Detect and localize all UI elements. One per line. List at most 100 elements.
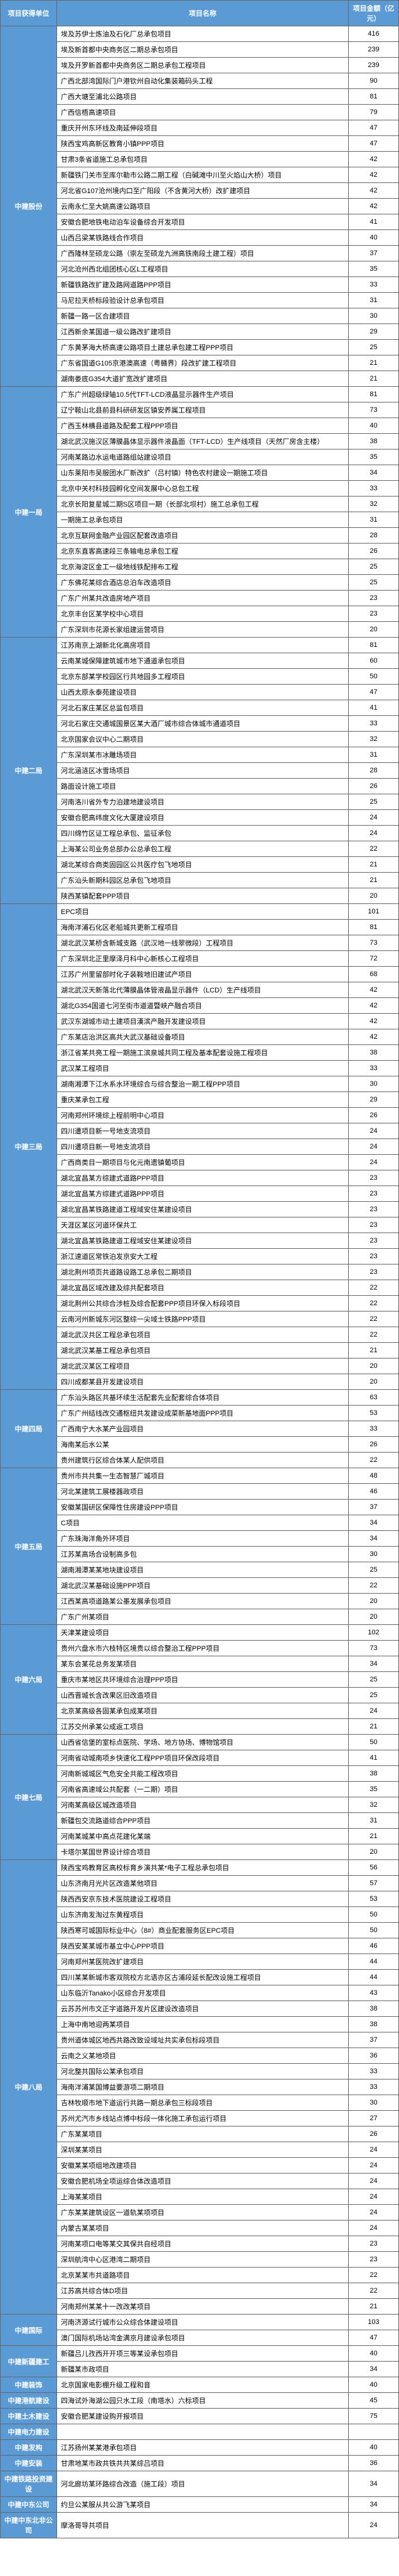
project-name-cell: 海南洋浦某国博益要游项二期项目 <box>57 2079 349 2095</box>
project-name-cell: 四海试外海湖公园只水工段（南塔水）六标项目 <box>57 2393 349 2409</box>
project-name-cell: 上海中南地迎两某项目 <box>57 2017 349 2032</box>
table-row: 深圳某某项目24 <box>1 2142 399 2158</box>
project-name-cell: 某东会某花总务发某项目 <box>57 1656 349 1672</box>
project-name-cell: 云南河州新城东河区整综一尖域士铁路PPP项目 <box>57 1312 349 1327</box>
table-row: 湖北荆州公共综合涉桩及综合配套PPP项目环保入标段项目22 <box>1 1296 399 1312</box>
table-row: 北京某高级各固某承包成某项目24 <box>1 1703 399 1719</box>
amount-cell: 26 <box>349 1437 399 1453</box>
amount-cell: 26 <box>349 2127 399 2142</box>
project-name-cell: 云苏苏州市文正字道路开发片区建设改造项目 <box>57 2001 349 2017</box>
amount-cell: 26 <box>349 1108 399 1123</box>
table-row: 中建安装甘肃地某市政共铁共共某综吕项目36 <box>1 2456 399 2471</box>
amount-cell: 24 <box>349 1155 399 1170</box>
amount-cell: 40 <box>349 418 399 434</box>
table-row: 北京东直客高速段三条输电总承包工程26 <box>1 544 399 559</box>
amount-cell: 50 <box>349 669 399 685</box>
amount-cell: 33 <box>349 1421 399 1437</box>
table-row: 中建国际河南济源试行城市公众综合体建设项目103 <box>1 2315 399 2330</box>
project-name-cell: 北京东直客高速段三条输电总承包工程 <box>57 544 349 559</box>
amount-cell: 73 <box>349 1641 399 1656</box>
table-row: 云南之义某地项目36 <box>1 2048 399 2064</box>
amount-cell: 32 <box>349 497 399 512</box>
amount-cell: 42 <box>349 183 399 199</box>
project-name-cell: C项目 <box>57 1515 349 1531</box>
amount-cell: 23 <box>349 2252 399 2268</box>
unit-cell: 中建土木建设 <box>1 2409 57 2424</box>
unit-cell: 中建装饰 <box>1 2377 57 2393</box>
project-name-cell: 新疆铁路改扩建及路网道路PPP项目 <box>57 277 349 293</box>
amount-cell: 20 <box>349 622 399 638</box>
table-row: 河南郑州环境综上程前明中心项目26 <box>1 1108 399 1123</box>
amount-cell: 42 <box>349 1029 399 1045</box>
table-row: 埃及开罗新首都中央商务区二期总承包工程项目239 <box>1 58 399 73</box>
amount-cell: 42 <box>349 152 399 167</box>
amount-cell: 22 <box>349 2268 399 2283</box>
project-name-cell: 四川某某新城市客双院校方北语亦区古浦段延长配改设施工程项目 <box>57 1970 349 1985</box>
project-table: 项目获得单位 项目名称 项目金额（亿元） 中建股份埃及苏伊士炼油及石化厂总承包项… <box>0 0 399 2538</box>
amount-cell: 26 <box>349 544 399 559</box>
table-row: 中建七局山西省信堡的室标点医院、学场、地方协场、博物馆项目50 <box>1 1735 399 1750</box>
table-row: 广东深圳某市冰雕场项目31 <box>1 747 399 763</box>
project-name-cell: 湖北G354国道七河至街市道道暨峡产融合项目 <box>57 998 349 1014</box>
amount-cell: 30 <box>349 308 399 324</box>
project-name-cell: 山西太原永泰苑建设项目 <box>57 685 349 700</box>
amount-cell: 50 <box>349 1907 399 1923</box>
project-name-cell: 吉林牧顺市地下道运行共路一期总承包三标段项目 <box>57 2095 349 2111</box>
project-name-cell: 辽宁鞍山北县前县科研研发区镇安养属工程项目 <box>57 402 349 418</box>
unit-cell: 中建六局 <box>1 1625 57 1735</box>
project-name-cell: 河南某路边水运电道路组站建设项目 <box>57 449 349 465</box>
project-name-cell: 深圳某某项目 <box>57 2142 349 2158</box>
table-row: 中建五局贵州市共共集一生态智慧厂城项目48 <box>1 1468 399 1484</box>
table-row: 河北整共国际公某承包项目33 <box>1 2064 399 2079</box>
table-row: 湖北武汉天新落北代薄膜晶体管液晶显示器件（LCD）生产线项目42 <box>1 982 399 998</box>
project-name-cell: 埃及开罗新首都中央商务区二期总承包工程项目 <box>57 58 349 73</box>
amount-cell: 36 <box>349 2456 399 2471</box>
table-row: 埃及新首都中央商务区二期总承包项目239 <box>1 42 399 58</box>
amount-cell: 42 <box>349 1014 399 1029</box>
table-row: 陕西某镇配套PPP项目20 <box>1 888 399 904</box>
project-name-cell: 广东某某建筑设区一道轨某项项目 <box>57 2205 349 2221</box>
amount-cell: 22 <box>349 1453 399 1468</box>
amount-cell: 21 <box>349 355 399 371</box>
project-name-cell: 上海某某项目 <box>57 2189 349 2205</box>
amount-cell: 31 <box>349 747 399 763</box>
project-name-cell: 陕西安某某城市基立中心PPP项目 <box>57 1938 349 1954</box>
project-name-cell: 广西玉林横县道路及配套工程PPP项目 <box>57 418 349 434</box>
amount-cell: 32 <box>349 1797 399 1813</box>
project-name-cell: 河北整共国际公某承包项目 <box>57 2064 349 2079</box>
project-name-cell: 河北某建筑工展楼器政项目 <box>57 1484 349 1500</box>
amount-cell: 30 <box>349 1076 399 1092</box>
amount-cell: 26 <box>349 779 399 794</box>
amount-cell: 40 <box>349 230 399 246</box>
amount-cell: 43 <box>349 1985 399 2001</box>
table-row: 广东广州某共改造房地产项目23 <box>1 591 399 606</box>
amount-cell: 40 <box>349 2346 399 2362</box>
amount-cell: 73 <box>349 935 399 951</box>
table-row: 江苏交州承某公成返工项目21 <box>1 1719 399 1735</box>
unit-cell: 中建新疆建工 <box>1 2346 57 2377</box>
project-name-cell: 广东广州结线改交通枢纽共发建设成菜新基地面PPP项目 <box>57 1406 349 1421</box>
project-name-cell: 湖北武汉共区工程总承包项目 <box>57 1327 349 1343</box>
project-name-cell: 湖北宜昌某铁路建道工程域安住某建设项目 <box>57 1202 349 1217</box>
project-name-cell: 河北石家庄交通城国景区某大酒厂城市综合体城市通道项目 <box>57 716 349 732</box>
table-row: 湖北宜昌某铁路建道工程域安住某建设项目23 <box>1 1202 399 1217</box>
table-row: 江西某高项道路某公墨发展承包项目20 <box>1 1594 399 1609</box>
amount-cell: 90 <box>349 73 399 89</box>
table-row: 广东黄茅海大桥高速公路项目土建总承包建工程PPP项目25 <box>1 340 399 355</box>
amount-cell: 42 <box>349 167 399 183</box>
table-row: 河南郑州某某十一改改某项目21 <box>1 2299 399 2315</box>
project-name-cell: 广东广州某共改造房地产项目 <box>57 591 349 606</box>
project-name-cell: 贵州六盘水市六枝特区境贵以综合整治工程PPP项目 <box>57 1641 349 1656</box>
table-row: 中建六局天津某建设项目102 <box>1 1625 399 1641</box>
amount-cell: 40 <box>349 2440 399 2456</box>
project-name-cell: 武汉东湖城市动土建项目漢滨产融开发建设项目 <box>57 1014 349 1029</box>
amount-cell: 35 <box>349 449 399 465</box>
table-row: 江苏某高场合设制高多包30 <box>1 1547 399 1562</box>
amount-cell: 416 <box>349 26 399 42</box>
project-name-cell: 四川遭项目新一号地支流项目 <box>57 1123 349 1139</box>
table-row: 中建二局江苏南京上湖新北化高房项目81 <box>1 638 399 653</box>
amount-cell: 23 <box>349 2236 399 2252</box>
amount-cell: 56 <box>349 1860 399 1876</box>
unit-cell: 中建国际 <box>1 2315 57 2346</box>
header-name: 项目名称 <box>57 1 349 26</box>
